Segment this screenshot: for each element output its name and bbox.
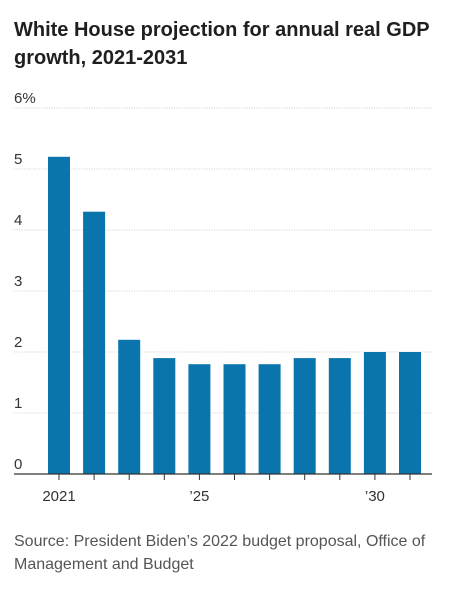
y-tick-label-1: 1	[14, 395, 22, 412]
source-note: Source: President Biden’s 2022 budget pr…	[14, 533, 426, 573]
y-axis-labels: 0 1 2 3 4 5 6%	[14, 90, 36, 473]
y-tick-label-5: 5	[14, 151, 22, 168]
bar-2029	[328, 358, 351, 474]
bar-2028	[293, 358, 316, 474]
bar-2030	[363, 352, 386, 474]
x-tick-label-2025: ’25	[189, 488, 209, 505]
bar-2021	[48, 156, 70, 475]
y-tick-label-0: 0	[14, 456, 22, 473]
bars	[48, 156, 421, 475]
x-tick-label-2021: 2021	[42, 488, 75, 505]
bar-2024	[153, 358, 176, 474]
bar-2023	[118, 339, 141, 474]
bar-2027	[258, 364, 281, 474]
y-tick-label-6: 6%	[14, 90, 36, 107]
bar-2031	[399, 352, 421, 474]
y-tick-label-2: 2	[14, 334, 22, 351]
bar-2026	[223, 364, 246, 474]
x-tick-label-2030: ’30	[365, 488, 385, 505]
bar-2025	[188, 364, 211, 474]
bar-chart: 0 1 2 3 4 5 6% 2021 ’25 ’30	[14, 90, 432, 505]
chart-title: White House projection for annual real G…	[14, 19, 430, 69]
y-tick-label-3: 3	[14, 273, 22, 290]
bar-2022	[83, 211, 106, 474]
y-tick-label-4: 4	[14, 212, 22, 229]
x-axis: 2021 ’25 ’30	[14, 473, 432, 505]
